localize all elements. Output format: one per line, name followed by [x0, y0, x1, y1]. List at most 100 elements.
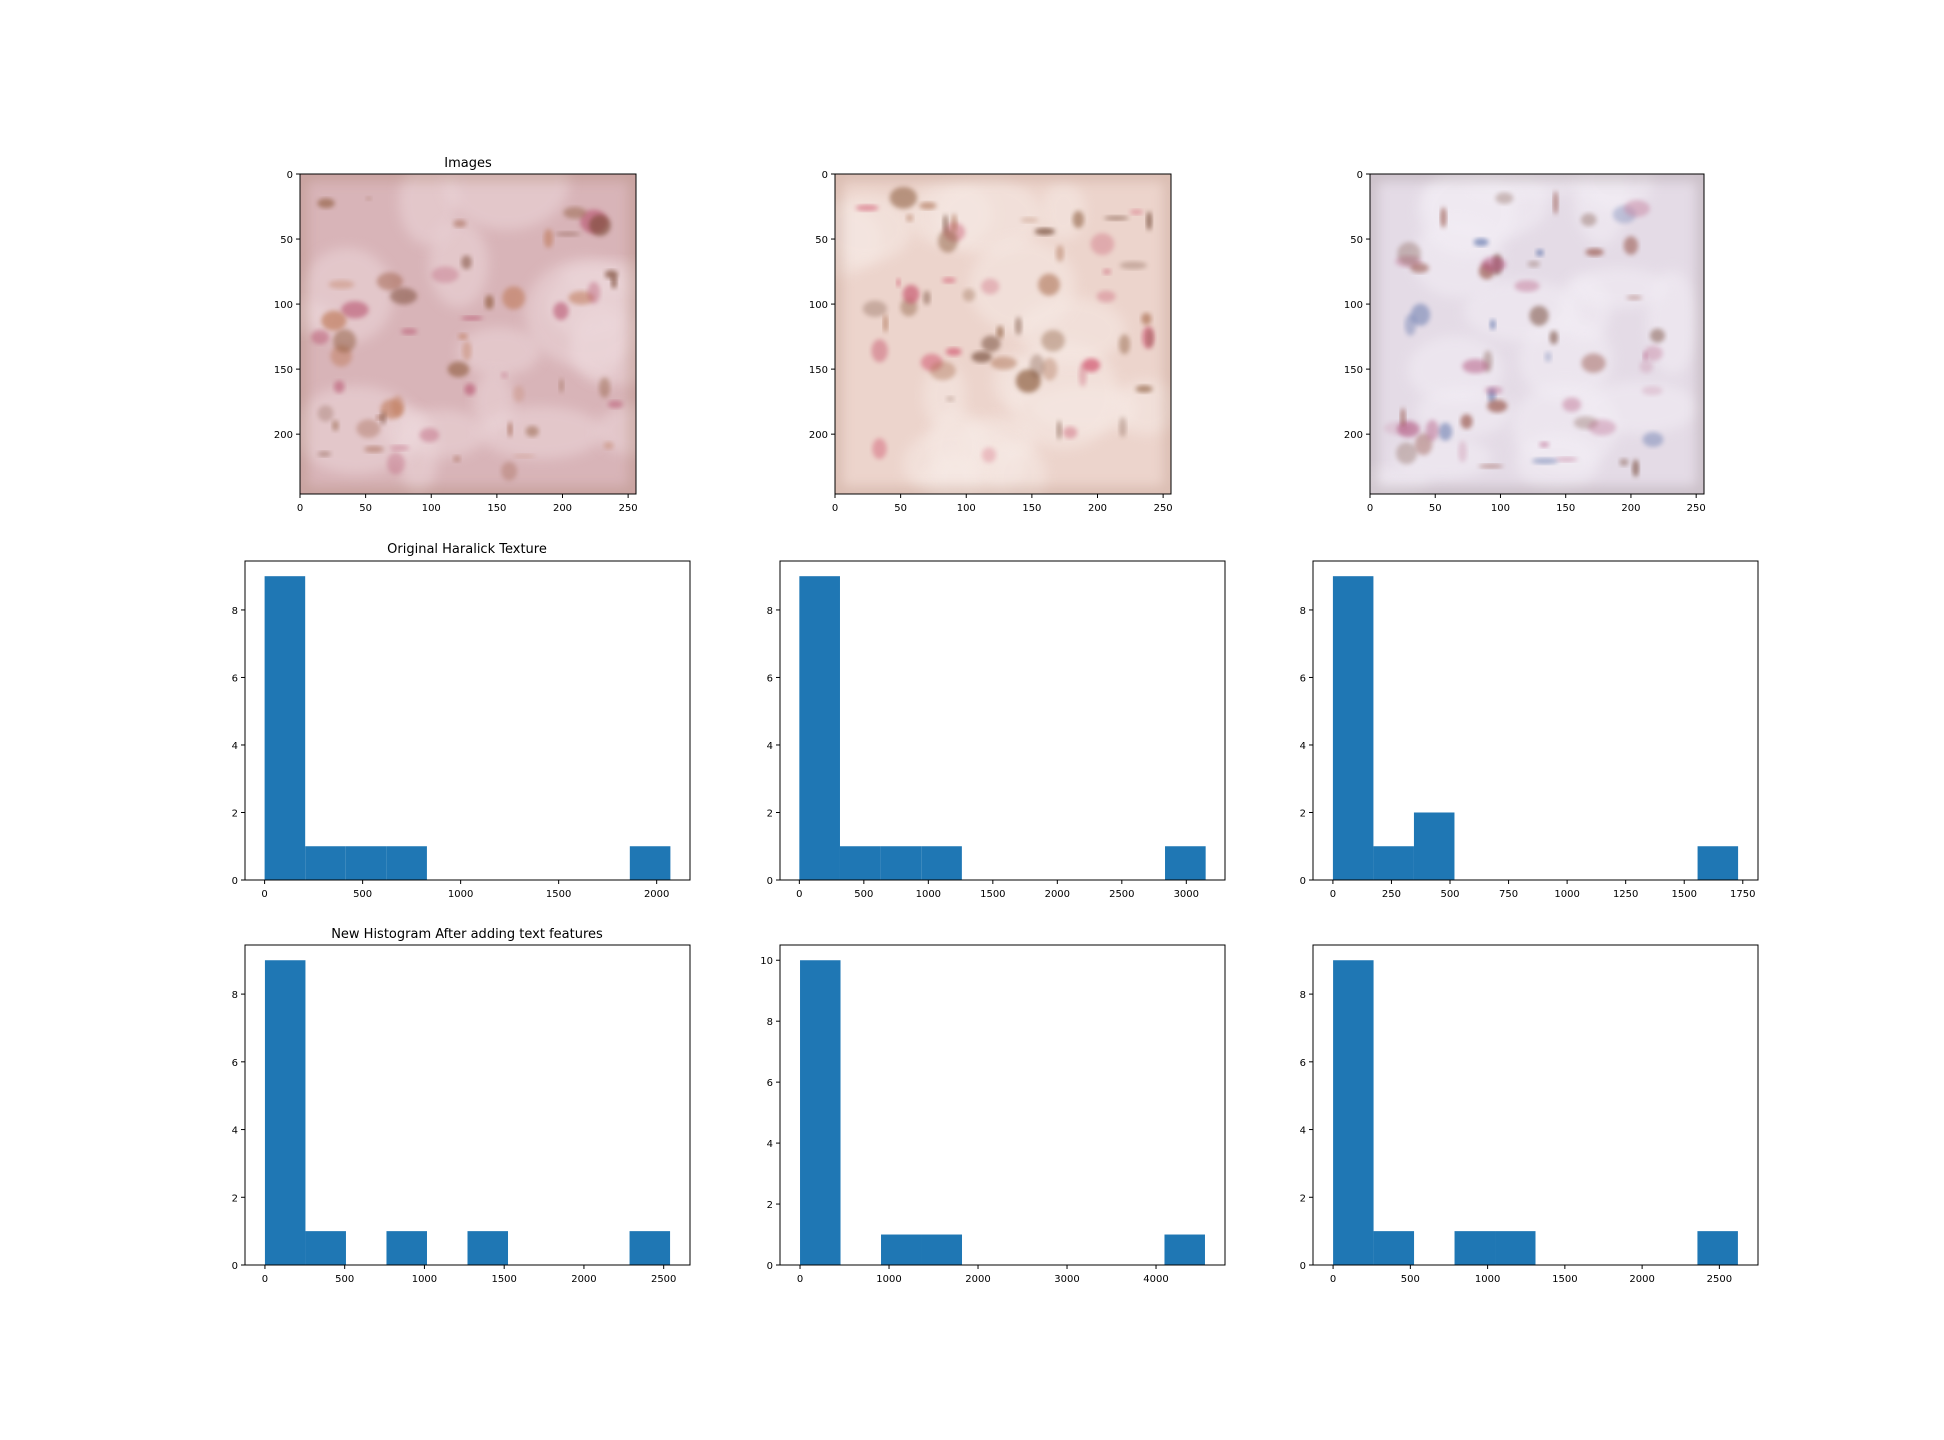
pigment-spot [962, 288, 976, 302]
y-tick-label: 50 [1350, 235, 1363, 246]
pigment-spot [942, 277, 956, 284]
light-patch [1569, 267, 1668, 309]
y-tick-label: 6 [767, 673, 773, 684]
image-frame [1369, 173, 1705, 495]
pigment-spot [553, 302, 569, 321]
pigment-spot [923, 290, 931, 305]
pigment-spot [1458, 440, 1467, 463]
x-tick-label: 250 [1382, 889, 1401, 900]
image-frame [834, 173, 1172, 495]
y-tick-label: 6 [1300, 673, 1306, 684]
pigment-spot [1473, 238, 1489, 247]
axes-frame [244, 560, 691, 881]
pigment-spot [1549, 330, 1559, 345]
histogram-bar [1697, 846, 1739, 880]
x-tick-label: 50 [894, 503, 907, 514]
light-patch [1112, 379, 1171, 435]
histogram-bar [1697, 1231, 1738, 1265]
x-tick-label: 1750 [1730, 889, 1755, 900]
pigment-spot [317, 405, 334, 422]
image-pixels [835, 174, 1171, 494]
x-tick-label: 0 [796, 889, 802, 900]
x-tick-label: 500 [1440, 889, 1459, 900]
x-tick-label: 250 [619, 503, 638, 514]
histogram-bar [264, 576, 306, 880]
y-tick-label: 0 [232, 876, 238, 887]
x-tick-label: 4000 [1143, 1274, 1168, 1285]
pigment-spot [333, 329, 357, 353]
pigment-spot [981, 447, 997, 463]
pigment-spot [1425, 419, 1439, 441]
pigment-spot [376, 272, 403, 291]
histogram-bar [345, 846, 387, 880]
new-title: New Histogram After adding text features [331, 927, 603, 942]
image-frame [299, 173, 637, 495]
y-tick-label: 200 [1344, 430, 1363, 441]
pigment-spot [453, 219, 467, 228]
pigment-spot [1632, 459, 1640, 477]
y-tick-label: 0 [287, 170, 293, 181]
axes-frame [779, 560, 1226, 881]
histogram-bar [1332, 576, 1374, 880]
pigment-spot [364, 445, 384, 453]
pigment-spot [1580, 213, 1597, 227]
histogram-bar [1373, 1231, 1415, 1265]
axes-frame [1312, 560, 1759, 881]
y-tick-label: 150 [1344, 365, 1363, 376]
pigment-spot [1539, 441, 1550, 448]
x-tick-label: 0 [797, 1274, 803, 1285]
pigment-spot [1585, 248, 1604, 257]
histogram-bar [629, 846, 671, 880]
pigment-spot [501, 371, 508, 379]
y-tick-label: 100 [809, 300, 828, 311]
pigment-spot [1623, 200, 1650, 217]
light-patch [524, 257, 636, 368]
y-tick-label: 0 [767, 1261, 773, 1272]
pigment-spot [862, 300, 887, 317]
pigment-spot [938, 229, 958, 253]
y-tick-label: 8 [767, 606, 773, 617]
pigment-spot [555, 231, 581, 237]
x-tick-label: 1000 [916, 889, 941, 900]
histogram-bar [1373, 846, 1414, 880]
x-tick-label: 0 [262, 1274, 268, 1285]
pigment-spot [1034, 227, 1056, 236]
pigment-spot [946, 396, 955, 402]
pigment-spot [1650, 328, 1665, 343]
x-tick-label: 500 [353, 889, 372, 900]
x-tick-label: 500 [1401, 1274, 1420, 1285]
histogram-bar [629, 1231, 671, 1265]
light-patch [398, 174, 459, 246]
pigment-spot [902, 284, 920, 304]
light-patch [932, 448, 979, 494]
pigment-spot [1623, 236, 1639, 255]
y-tick-label: 4 [1300, 1126, 1306, 1137]
image-pixels [300, 174, 636, 494]
light-patch [1415, 387, 1512, 438]
y-tick-label: 2 [767, 1200, 773, 1211]
light-patch [1515, 432, 1600, 492]
pigment-spot [996, 325, 1004, 339]
pigment-spot [1118, 334, 1130, 355]
pigment-spot [951, 213, 958, 233]
light-patch [457, 327, 541, 376]
histogram-bar [1495, 1231, 1536, 1265]
y-tick-label: 8 [1300, 990, 1306, 1001]
histogram-bar [1413, 812, 1455, 880]
pigment-spot [1029, 354, 1045, 378]
pigment-spot [563, 206, 587, 219]
pigment-spot [1535, 249, 1544, 257]
histogram-bar [305, 1231, 346, 1265]
y-tick-label: 0 [1300, 1261, 1306, 1272]
pigment-spot [401, 328, 418, 335]
histogram-bar [305, 846, 346, 880]
pigment-spot [1038, 273, 1060, 296]
pigment-spot [1410, 303, 1431, 326]
pigment-spot [1015, 316, 1022, 336]
pigment-spot [1102, 268, 1111, 275]
y-tick-label: 6 [1300, 1058, 1306, 1069]
pigment-spot [387, 452, 405, 475]
histogram-bar [386, 1231, 427, 1265]
x-tick-label: 0 [1330, 889, 1336, 900]
y-tick-label: 2 [232, 1193, 238, 1204]
